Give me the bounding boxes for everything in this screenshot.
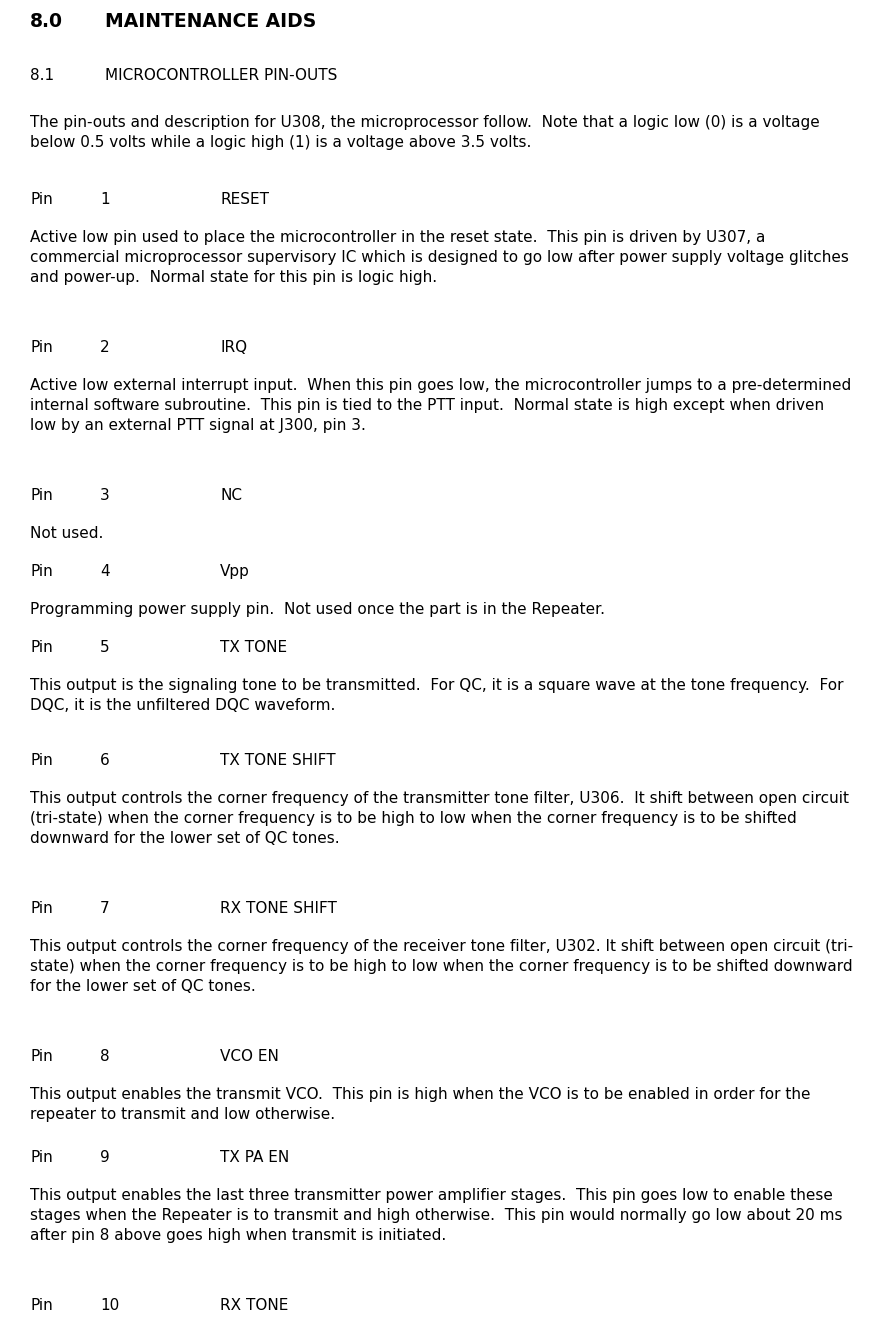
Text: MAINTENANCE AIDS: MAINTENANCE AIDS <box>105 12 316 31</box>
Text: This output controls the corner frequency of the receiver tone filter, U302. It : This output controls the corner frequenc… <box>30 939 853 994</box>
Text: RX TONE: RX TONE <box>220 1299 288 1313</box>
Text: Not used.: Not used. <box>30 526 103 541</box>
Text: 3: 3 <box>100 488 109 502</box>
Text: 8: 8 <box>100 1049 109 1063</box>
Text: 9: 9 <box>100 1150 109 1165</box>
Text: The pin-outs and description for U308, the microprocessor follow.  Note that a l: The pin-outs and description for U308, t… <box>30 115 820 150</box>
Text: Pin: Pin <box>30 564 52 578</box>
Text: 6: 6 <box>100 754 109 768</box>
Text: Pin: Pin <box>30 1150 52 1165</box>
Text: RESET: RESET <box>220 192 269 207</box>
Text: 1: 1 <box>100 192 109 207</box>
Text: TX TONE: TX TONE <box>220 640 287 655</box>
Text: This output enables the last three transmitter power amplifier stages.  This pin: This output enables the last three trans… <box>30 1188 843 1242</box>
Text: NC: NC <box>220 488 242 502</box>
Text: Pin: Pin <box>30 1049 52 1063</box>
Text: Pin: Pin <box>30 754 52 768</box>
Text: 2: 2 <box>100 339 109 355</box>
Text: This output enables the transmit VCO.  This pin is high when the VCO is to be en: This output enables the transmit VCO. Th… <box>30 1088 811 1122</box>
Text: RX TONE SHIFT: RX TONE SHIFT <box>220 900 337 916</box>
Text: Pin: Pin <box>30 339 52 355</box>
Text: Pin: Pin <box>30 488 52 502</box>
Text: IRQ: IRQ <box>220 339 247 355</box>
Text: 7: 7 <box>100 900 109 916</box>
Text: 8.0: 8.0 <box>30 12 63 31</box>
Text: This output is the signaling tone to be transmitted.  For QC, it is a square wav: This output is the signaling tone to be … <box>30 677 844 713</box>
Text: Pin: Pin <box>30 640 52 655</box>
Text: Vpp: Vpp <box>220 564 250 578</box>
Text: MICROCONTROLLER PIN-OUTS: MICROCONTROLLER PIN-OUTS <box>105 68 337 83</box>
Text: This output controls the corner frequency of the transmitter tone filter, U306. : This output controls the corner frequenc… <box>30 791 849 846</box>
Text: 4: 4 <box>100 564 109 578</box>
Text: Pin: Pin <box>30 900 52 916</box>
Text: Programming power supply pin.  Not used once the part is in the Repeater.: Programming power supply pin. Not used o… <box>30 603 605 617</box>
Text: TX TONE SHIFT: TX TONE SHIFT <box>220 754 336 768</box>
Text: TX PA EN: TX PA EN <box>220 1150 289 1165</box>
Text: Pin: Pin <box>30 1299 52 1313</box>
Text: Active low pin used to place the microcontroller in the reset state.  This pin i: Active low pin used to place the microco… <box>30 230 849 285</box>
Text: Active low external interrupt input.  When this pin goes low, the microcontrolle: Active low external interrupt input. Whe… <box>30 378 852 433</box>
Text: 5: 5 <box>100 640 109 655</box>
Text: 8.1: 8.1 <box>30 68 54 83</box>
Text: Pin: Pin <box>30 192 52 207</box>
Text: 10: 10 <box>100 1299 119 1313</box>
Text: VCO EN: VCO EN <box>220 1049 279 1063</box>
